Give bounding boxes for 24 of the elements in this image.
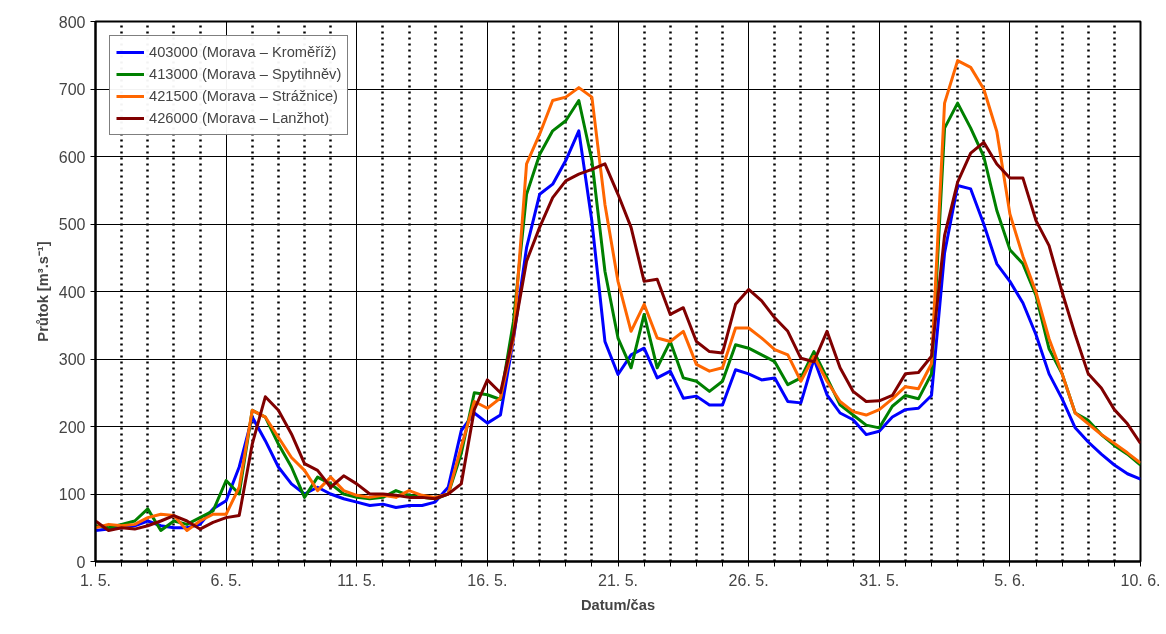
x-tick-label: 26. 5. — [728, 571, 769, 589]
x-axis-title: Datum/čas — [580, 596, 656, 613]
x-tick-label: 21. 5. — [597, 571, 639, 589]
legend-label: 426000 (Morava – Lanžhot) — [149, 110, 330, 126]
x-tick-label: 31. 5. — [859, 571, 900, 589]
y-tick-label: 500 — [58, 216, 86, 233]
y-tick-label: 600 — [58, 148, 86, 166]
y-tick-label: 0 — [76, 553, 86, 571]
y-tick-label: 800 — [58, 13, 86, 31]
legend-label: 403000 (Morava – Kroměříž) — [149, 44, 337, 60]
x-tick-label: 1. 5. — [79, 571, 112, 589]
y-tick-label: 700 — [58, 81, 86, 98]
x-tick-label: 6. 5. — [210, 571, 242, 589]
x-tick-label: 10. 6. — [1120, 571, 1161, 589]
legend-label: 421500 (Morava – Strážnice) — [149, 88, 338, 104]
x-tick-label: 5. 6. — [994, 571, 1026, 589]
y-tick-label: 400 — [58, 283, 86, 301]
y-axis-title: Průtok [m³.s⁻¹] — [34, 241, 51, 342]
y-tick-label: 100 — [58, 486, 86, 503]
y-tick-label: 300 — [58, 351, 86, 368]
legend-label: 413000 (Morava – Spytihněv) — [149, 66, 342, 82]
x-tick-label: 16. 5. — [467, 571, 508, 589]
x-tick-label: 11. 5. — [337, 571, 377, 589]
y-tick-label: 200 — [58, 418, 86, 436]
